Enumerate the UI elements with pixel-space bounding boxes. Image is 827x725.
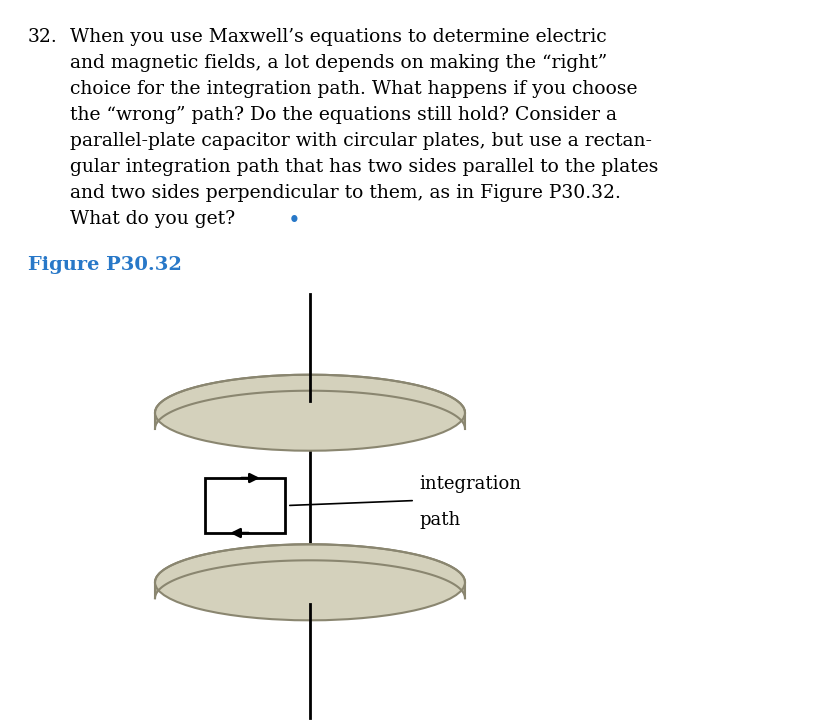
Text: integration: integration — [418, 475, 520, 492]
Text: •: • — [288, 210, 300, 232]
Text: 32.: 32. — [28, 28, 58, 46]
Bar — [205, 478, 284, 533]
Text: and two sides perpendicular to them, as in Figure P30.32.: and two sides perpendicular to them, as … — [70, 184, 620, 202]
Text: Figure P30.32: Figure P30.32 — [28, 256, 182, 274]
Text: and magnetic fields, a lot depends on making the “right”: and magnetic fields, a lot depends on ma… — [70, 54, 606, 72]
Text: When you use Maxwell’s equations to determine electric: When you use Maxwell’s equations to dete… — [70, 28, 606, 46]
Ellipse shape — [155, 544, 465, 621]
Ellipse shape — [155, 375, 465, 451]
Text: gular integration path that has two sides parallel to the plates: gular integration path that has two side… — [70, 158, 657, 176]
Text: path: path — [418, 510, 460, 529]
Text: choice for the integration path. What happens if you choose: choice for the integration path. What ha… — [70, 80, 637, 98]
Polygon shape — [155, 375, 465, 428]
Text: What do you get?: What do you get? — [70, 210, 235, 228]
Text: the “wrong” path? Do the equations still hold? Consider a: the “wrong” path? Do the equations still… — [70, 106, 616, 124]
Text: parallel-plate capacitor with circular plates, but use a rectan-: parallel-plate capacitor with circular p… — [70, 132, 651, 150]
Polygon shape — [155, 544, 465, 598]
